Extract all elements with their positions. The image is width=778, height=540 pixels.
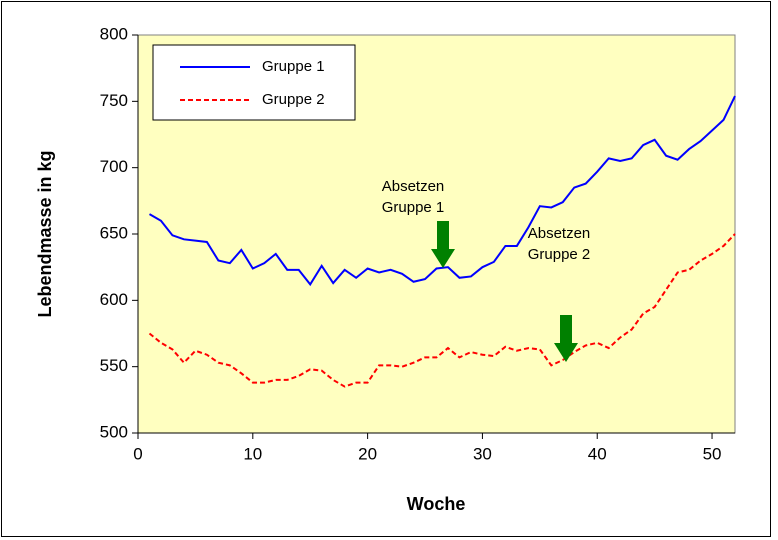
y-tick-label: 650 [100, 223, 128, 242]
series-line [148, 233, 736, 388]
series-line [148, 95, 736, 287]
x-tick-label: 20 [358, 444, 377, 463]
y-tick-label: 750 [100, 91, 128, 110]
y-tick-label: 600 [100, 290, 128, 309]
x-tick-label: 50 [703, 444, 722, 463]
y-tick-label: 800 [100, 24, 128, 43]
legend-label: Gruppe 1 [262, 58, 325, 75]
y-tick-label: 700 [100, 157, 128, 176]
legend-label: Gruppe 2 [262, 91, 325, 108]
annotation: Absetzen [382, 178, 445, 195]
annotation: Gruppe 2 [528, 246, 591, 263]
x-tick-label: 40 [588, 444, 607, 463]
x-tick-label: 30 [473, 444, 492, 463]
annotation: Gruppe 1 [382, 199, 445, 216]
x-axis-label: Woche [407, 494, 466, 514]
x-tick-label: 0 [133, 444, 142, 463]
arrow [554, 315, 578, 362]
y-axis-label: Lebendmasse in kg [35, 150, 55, 317]
y-tick-label: 500 [100, 422, 128, 441]
annotation: Absetzen [528, 225, 591, 242]
x-tick-label: 10 [243, 444, 262, 463]
y-tick-label: 550 [100, 356, 128, 375]
legend [152, 44, 356, 121]
arrow [431, 221, 455, 268]
